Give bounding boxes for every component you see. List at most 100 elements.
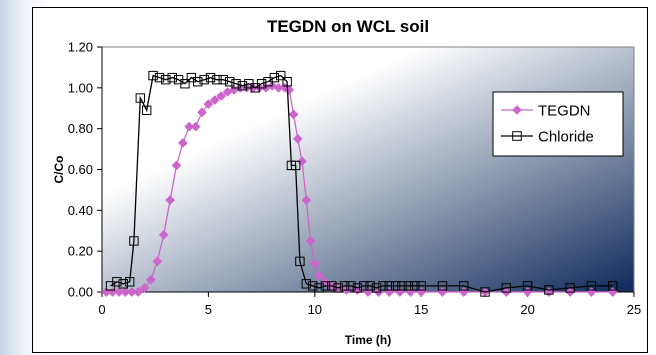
tegdn-point	[171, 160, 182, 171]
x-axis-title: Time (h)	[345, 333, 391, 347]
chloride-point	[397, 281, 407, 291]
chloride-point	[237, 81, 248, 91]
y-tick-label: 0.20	[68, 244, 93, 259]
chloride-point	[256, 79, 267, 89]
y-axis-title: C/Co	[52, 156, 66, 184]
y-tick-label: 1.20	[68, 40, 93, 55]
chloride-point	[295, 256, 305, 267]
chloride-point	[231, 79, 241, 89]
chloride-point	[522, 281, 533, 291]
chloride-series	[105, 70, 618, 297]
tegdn-point	[152, 256, 163, 267]
chloride-point	[608, 281, 618, 291]
tegdn-point	[288, 109, 299, 120]
chloride-point	[112, 277, 122, 287]
legend-item-chloride: Chloride	[501, 129, 594, 146]
y-tick-label: 0.80	[68, 121, 93, 136]
chloride-point	[371, 283, 382, 293]
chloride-point	[586, 281, 597, 291]
tegdn-point	[292, 133, 303, 144]
tegdn-point	[177, 138, 188, 148]
chloride-point	[501, 283, 512, 293]
chloride-point	[384, 281, 394, 291]
tegdn-point	[139, 282, 150, 293]
plot-area	[101, 46, 635, 293]
y-tick-label: 0.00	[68, 285, 93, 300]
chloride-point	[480, 287, 490, 297]
y-tick-label: 1.00	[68, 80, 93, 95]
x-tick-label: 5	[205, 302, 212, 317]
chloride-point	[314, 283, 324, 293]
chloride-point	[148, 70, 158, 81]
tegdn-point	[314, 270, 325, 281]
tegdn-point	[133, 287, 144, 297]
chloride-point	[416, 281, 426, 291]
legend-swatch-marker	[512, 131, 522, 141]
x-tick-label: 0	[98, 302, 105, 317]
chloride-point	[320, 281, 331, 291]
tegdn-point	[284, 84, 295, 95]
tegdn-point	[190, 121, 201, 132]
chloride-point	[218, 74, 228, 85]
x-tick-label: 20	[520, 302, 534, 317]
tegdn-breakthrough-chart: TEGDN on WCL soil 0.00 0.20 0.40 0.60 0.80 1.…	[52, 17, 642, 347]
chart-panel: TEGDN on WCL soil 0.00 0.20 0.40 0.60 0.80 1.…	[32, 7, 648, 353]
y-tick-label: 0.60	[68, 162, 93, 177]
chloride-point	[118, 279, 128, 289]
chloride-line	[110, 74, 613, 293]
tegdn-point	[216, 91, 227, 101]
chloride-point	[410, 281, 420, 291]
chloride-point	[544, 285, 554, 295]
chloride-point	[403, 281, 414, 291]
chloride-point	[224, 77, 235, 87]
chloride-point	[565, 283, 575, 293]
tegdn-point	[309, 258, 320, 269]
x-tick-label: 15	[414, 302, 428, 317]
chloride-point	[390, 281, 401, 291]
tegdn-point	[297, 156, 307, 167]
tegdn-point	[158, 229, 169, 240]
chloride-point	[459, 281, 469, 291]
chloride-point	[346, 281, 356, 291]
axes: 0.00 0.20 0.40 0.60 0.80 1.00 1.20 0 5 10 15 20 25	[68, 40, 642, 318]
tegdn-point	[197, 107, 207, 118]
chloride-point	[365, 281, 375, 291]
chloride-point	[193, 77, 203, 87]
chloride-point	[327, 281, 337, 291]
chloride-point	[212, 74, 222, 85]
chloride-point	[141, 105, 152, 115]
chloride-point	[301, 279, 311, 289]
chloride-point	[124, 277, 135, 287]
chloride-point	[180, 79, 190, 89]
tegdn-point	[305, 236, 316, 246]
tegdn-point	[209, 95, 220, 106]
chloride-point	[352, 283, 363, 293]
chloride-point	[161, 74, 171, 85]
chloride-point	[269, 72, 280, 83]
tegdn-point	[145, 274, 156, 285]
chloride-point	[339, 281, 350, 291]
chloride-point	[437, 281, 448, 291]
chloride-point	[167, 72, 177, 83]
legend-box	[492, 91, 624, 157]
chloride-point	[333, 283, 343, 293]
tegdn-point	[301, 195, 312, 206]
chloride-point	[199, 74, 209, 85]
chloride-point	[307, 281, 318, 291]
legend: TEGDN Chloride	[492, 91, 624, 157]
x-tick-label: 10	[308, 302, 322, 317]
legend-label: Chloride	[538, 129, 594, 146]
chloride-point	[290, 160, 301, 171]
chloride-point	[282, 77, 292, 87]
series-layer	[101, 70, 618, 297]
chart-title: TEGDN on WCL soil	[267, 17, 429, 36]
chloride-point	[205, 72, 216, 83]
chloride-point	[154, 72, 165, 83]
chloride-point	[129, 236, 139, 246]
x-tick-label: 25	[627, 302, 641, 317]
chloride-point	[378, 281, 388, 291]
tegdn-point	[203, 99, 214, 110]
legend-label: TEGDN	[538, 103, 591, 120]
tegdn-point	[165, 195, 176, 206]
chloride-point	[276, 70, 286, 81]
